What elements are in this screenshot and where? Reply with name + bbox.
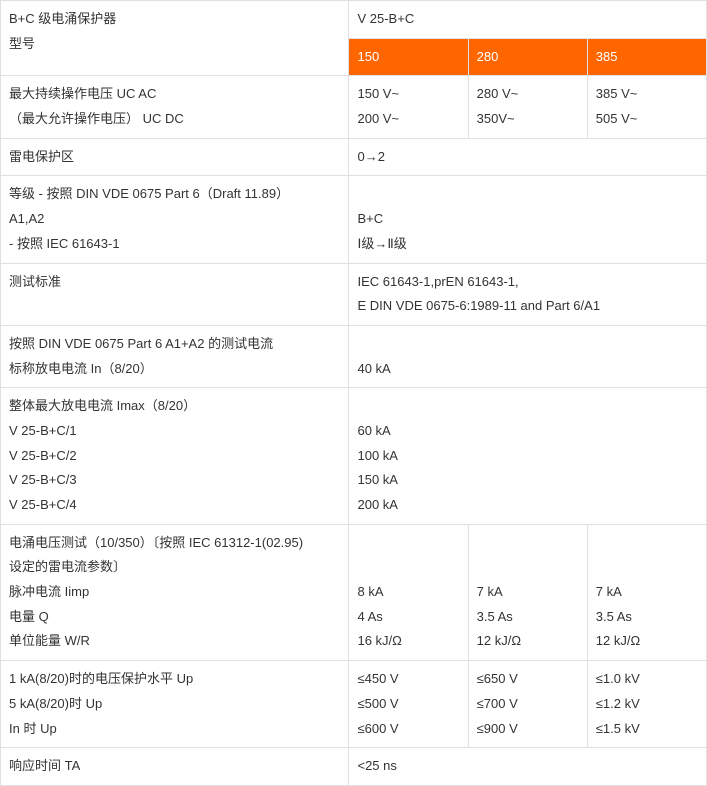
product-name: V 25-B+C bbox=[349, 1, 707, 39]
spec-table: B+C 级电涌保护器型号V 25-B+C150280385最大持续操作电压 UC… bbox=[0, 0, 707, 786]
row-value-6-2: 7 kA3.5 As12 kJ/Ω bbox=[587, 524, 706, 660]
title-label: B+C 级电涌保护器型号 bbox=[1, 1, 349, 76]
spec-row: 1 kA(8/20)时的电压保护水平 Up5 kA(8/20)时 UpIn 时 … bbox=[1, 661, 707, 748]
row-label-5: 整体最大放电电流 Imax（8/20）V 25-B+C/1V 25-B+C/2V… bbox=[1, 388, 349, 524]
spec-row: 等级 - 按照 DIN VDE 0675 Part 6（Draft 11.89）… bbox=[1, 176, 707, 263]
row-label-7: 1 kA(8/20)时的电压保护水平 Up5 kA(8/20)时 UpIn 时 … bbox=[1, 661, 349, 748]
spec-row: 整体最大放电电流 Imax（8/20）V 25-B+C/1V 25-B+C/2V… bbox=[1, 388, 707, 524]
row-value-7-2: ≤1.0 kV≤1.2 kV≤1.5 kV bbox=[587, 661, 706, 748]
row-value-span-8: <25 ns bbox=[349, 748, 707, 786]
row-value-6-0: 8 kA4 As16 kJ/Ω bbox=[349, 524, 468, 660]
variant-header-2: 385 bbox=[587, 38, 706, 76]
row-label-3: 测试标准 bbox=[1, 263, 349, 325]
row-value-span-4: 40 kA bbox=[349, 325, 707, 387]
row-value-0-1: 280 V~350V~ bbox=[468, 76, 587, 138]
variant-header-0: 150 bbox=[349, 38, 468, 76]
row-label-0: 最大持续操作电压 UC AC（最大允许操作电压） UC DC bbox=[1, 76, 349, 138]
row-label-1: 雷电保护区 bbox=[1, 138, 349, 176]
spec-row: 按照 DIN VDE 0675 Part 6 A1+A2 的测试电流标称放电电流… bbox=[1, 325, 707, 387]
spec-row: 电涌电压测试（10/350）〔按照 IEC 61312-1(02.95)设定的雷… bbox=[1, 524, 707, 660]
spec-row: 雷电保护区0→2 bbox=[1, 138, 707, 176]
spec-row: 测试标准IEC 61643-1,prEN 61643-1,E DIN VDE 0… bbox=[1, 263, 707, 325]
row-label-6: 电涌电压测试（10/350）〔按照 IEC 61312-1(02.95)设定的雷… bbox=[1, 524, 349, 660]
row-label-8: 响应时间 TA bbox=[1, 748, 349, 786]
row-value-span-2: B+CⅠ级→Ⅱ级 bbox=[349, 176, 707, 263]
row-value-0-2: 385 V~505 V~ bbox=[587, 76, 706, 138]
row-value-span-3: IEC 61643-1,prEN 61643-1,E DIN VDE 0675-… bbox=[349, 263, 707, 325]
row-value-7-0: ≤450 V≤500 V≤600 V bbox=[349, 661, 468, 748]
row-value-7-1: ≤650 V≤700 V≤900 V bbox=[468, 661, 587, 748]
variant-header-1: 280 bbox=[468, 38, 587, 76]
row-value-0-0: 150 V~200 V~ bbox=[349, 76, 468, 138]
row-label-4: 按照 DIN VDE 0675 Part 6 A1+A2 的测试电流标称放电电流… bbox=[1, 325, 349, 387]
spec-row: 响应时间 TA<25 ns bbox=[1, 748, 707, 786]
row-value-span-1: 0→2 bbox=[349, 138, 707, 176]
row-value-span-5: 60 kA100 kA150 kA200 kA bbox=[349, 388, 707, 524]
spec-row: 最大持续操作电压 UC AC（最大允许操作电压） UC DC150 V~200 … bbox=[1, 76, 707, 138]
row-value-6-1: 7 kA3.5 As12 kJ/Ω bbox=[468, 524, 587, 660]
row-label-2: 等级 - 按照 DIN VDE 0675 Part 6（Draft 11.89）… bbox=[1, 176, 349, 263]
